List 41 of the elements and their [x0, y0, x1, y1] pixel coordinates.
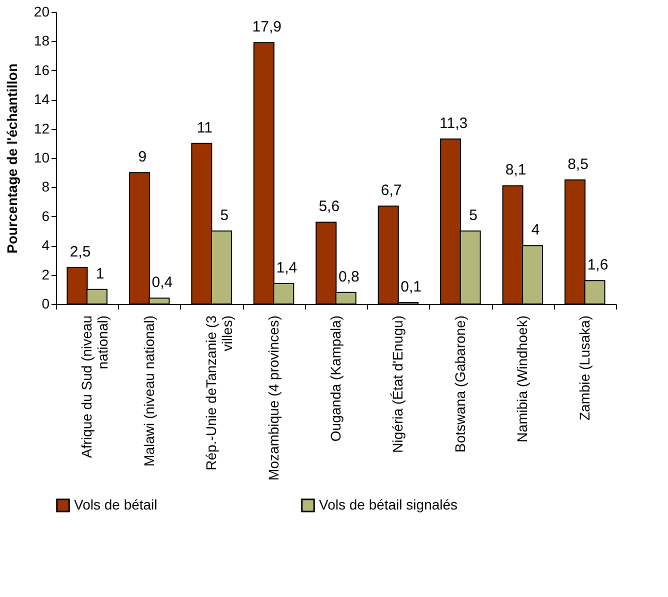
data-label: 8,1 — [505, 162, 526, 179]
data-label: 11,3 — [440, 115, 468, 132]
data-label: 9 — [138, 148, 147, 166]
y-tick-label: 4 — [42, 237, 50, 254]
y-tick-label: 2 — [42, 266, 50, 282]
y-tick-label: 6 — [42, 208, 50, 224]
data-label: 8,5 — [568, 156, 588, 173]
data-label: 1,4 — [276, 260, 298, 277]
x-tick-label: Mozambique (4 provinces) — [265, 316, 282, 480]
data-label: 5,6 — [318, 198, 340, 216]
data-label: 11 — [196, 119, 212, 136]
y-tick-label: 12 — [34, 120, 50, 136]
x-tick-label: Botswana (Gabarone) — [452, 316, 468, 452]
x-tick-label: Nigéria (État d'Enugu) — [390, 316, 406, 453]
data-label: 6,7 — [380, 182, 402, 200]
x-tick-label: Rép.-Unie deTanzanie (3 villes) — [203, 315, 236, 470]
y-tick-label: 8 — [42, 178, 50, 195]
y-tick-label: 16 — [34, 62, 50, 78]
x-tick-label: Namibia (Windhoek) — [514, 316, 530, 442]
data-label: 1,6 — [587, 256, 608, 274]
x-tick-label: Afrique du Sud (niveau national) — [78, 316, 111, 458]
y-tick-label: 18 — [34, 32, 50, 49]
y-tick-label: 14 — [34, 91, 50, 108]
data-label: 0,1 — [400, 278, 422, 296]
data-label: 0,4 — [152, 274, 173, 292]
data-label: 5 — [220, 207, 229, 224]
y-tick-label: 10 — [34, 150, 50, 166]
legend-label: Vols de bétail — [74, 496, 158, 512]
legend-label: Vols de bétail signalés — [319, 496, 458, 512]
data-label: 1 — [96, 265, 104, 282]
y-tick-label: 0 — [42, 296, 50, 312]
y-tick-label: 20 — [34, 4, 50, 20]
x-tick-label: Zambie (Lusaka) — [576, 316, 592, 421]
data-label: 2,5 — [70, 244, 91, 260]
data-label: 4 — [531, 222, 540, 239]
data-label: 17,9 — [252, 18, 282, 36]
y-axis-title: Pourcentage de l'échantillon — [4, 63, 20, 254]
data-label: 5 — [469, 207, 478, 224]
x-tick-label: Malawi (niveau national) — [140, 316, 157, 466]
data-label: 0,8 — [338, 268, 360, 286]
x-tick-label: Ouganda (Kampala) — [328, 316, 344, 442]
